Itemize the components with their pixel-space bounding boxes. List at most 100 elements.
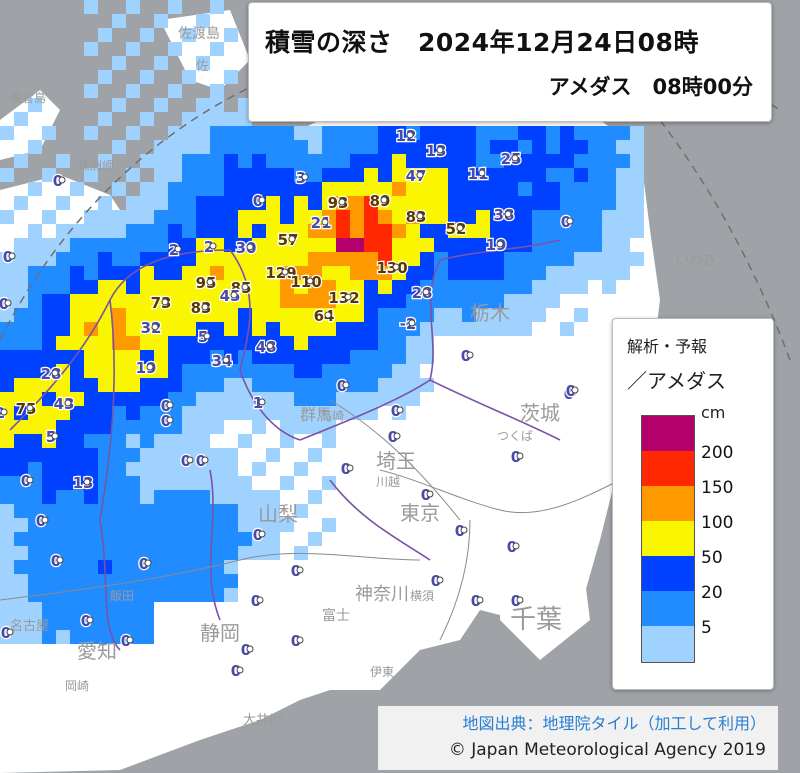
amedas-station[interactable]: 0 xyxy=(252,191,266,211)
amedas-station[interactable]: 30 xyxy=(234,238,257,259)
amedas-station[interactable]: 0 xyxy=(560,212,574,232)
amedas-station[interactable]: 43 xyxy=(52,394,75,415)
amedas-station[interactable]: 28 xyxy=(39,364,62,385)
amedas-marker xyxy=(51,369,59,377)
amedas-station[interactable]: 0 xyxy=(510,447,524,467)
snow-cell xyxy=(392,252,406,266)
snow-cell xyxy=(448,322,462,336)
amedas-station[interactable]: 93 xyxy=(326,193,349,214)
amedas-station[interactable]: 0 xyxy=(454,521,468,541)
amedas-station[interactable]: 5 xyxy=(45,427,59,447)
amedas-station[interactable]: 0 xyxy=(80,611,94,631)
amedas-station[interactable]: 19 xyxy=(484,235,507,256)
amedas-station[interactable]: 21 xyxy=(309,213,332,234)
snow-cell xyxy=(574,154,588,168)
amedas-station[interactable]: 0 xyxy=(120,631,134,651)
snow-cell xyxy=(0,546,14,560)
amedas-station[interactable]: 34 xyxy=(210,351,233,372)
snow-cell xyxy=(336,308,350,322)
amedas-station[interactable]: 0 xyxy=(470,591,484,611)
amedas-value: 30 xyxy=(236,239,257,257)
amedas-station[interactable]: 19 xyxy=(134,358,157,379)
snow-cell xyxy=(154,588,168,602)
amedas-station[interactable]: 28 xyxy=(410,283,433,304)
snow-cell xyxy=(196,336,210,350)
amedas-station[interactable]: 0 xyxy=(0,623,14,643)
amedas-station[interactable]: 0 xyxy=(460,346,474,366)
amedas-station[interactable]: 11 xyxy=(466,164,489,185)
amedas-station[interactable]: 0 xyxy=(0,294,12,314)
amedas-station[interactable]: 48 xyxy=(254,337,277,358)
amedas-station[interactable]: 0 xyxy=(430,571,444,591)
amedas-station[interactable]: 13 xyxy=(424,141,447,162)
amedas-station[interactable]: 0 xyxy=(50,551,64,571)
amedas-station[interactable]: 89 xyxy=(368,191,391,212)
amedas-station[interactable]: 52 xyxy=(444,219,467,240)
amedas-station[interactable]: 0 xyxy=(506,537,520,557)
amedas-station[interactable]: 0 xyxy=(52,171,66,191)
amedas-marker xyxy=(258,196,266,204)
amedas-station[interactable]: 3 xyxy=(295,168,309,188)
amedas-station[interactable]: 0 xyxy=(240,640,254,660)
amedas-station[interactable]: 0 xyxy=(230,661,244,681)
snow-cell xyxy=(126,392,140,406)
snow-cell xyxy=(0,476,14,490)
snow-cell xyxy=(238,182,252,196)
amedas-station[interactable]: 0 xyxy=(510,591,524,611)
amedas-station[interactable]: 0 xyxy=(290,561,304,581)
amedas-station[interactable]: 0 xyxy=(565,381,579,401)
amedas-station[interactable]: 12 xyxy=(394,126,417,147)
amedas-station[interactable]: 0 xyxy=(420,485,434,505)
amedas-station[interactable]: 0 xyxy=(138,554,152,574)
amedas-station[interactable]: 0 xyxy=(336,376,350,396)
amedas-station[interactable]: 0 xyxy=(160,396,174,416)
amedas-station[interactable]: 0 xyxy=(180,451,194,471)
amedas-station[interactable]: 47 xyxy=(404,166,427,187)
credit-panel: 地図出典：地理院タイル（加工して利用） © Japan Meteorologic… xyxy=(378,706,778,770)
amedas-station[interactable]: 13 xyxy=(71,473,94,494)
amedas-station[interactable]: 2 xyxy=(168,240,182,260)
amedas-station[interactable]: 0 xyxy=(387,427,401,447)
amedas-station[interactable]: 130 xyxy=(375,258,409,279)
snow-cell xyxy=(84,378,98,392)
amedas-station[interactable]: 83 xyxy=(189,298,212,319)
amedas-station[interactable]: 45 xyxy=(218,286,241,307)
amedas-station[interactable]: 2 xyxy=(0,403,8,423)
snow-cell xyxy=(154,364,168,378)
amedas-station[interactable]: 25 xyxy=(499,149,522,170)
snow-cell xyxy=(84,560,98,574)
snow-cell xyxy=(182,364,196,378)
amedas-station[interactable]: 2 xyxy=(203,237,217,257)
amedas-station[interactable]: 73 xyxy=(149,293,172,314)
amedas-station[interactable]: 110 xyxy=(289,272,323,293)
amedas-station[interactable]: 0 xyxy=(35,511,49,531)
amedas-station[interactable]: 129 xyxy=(264,263,298,284)
snow-cell xyxy=(168,294,182,308)
amedas-station[interactable]: 0 xyxy=(340,459,354,479)
map-source-link[interactable]: 地図出典：地理院タイル（加工して利用） xyxy=(462,714,766,733)
amedas-station[interactable]: 5 xyxy=(197,327,211,347)
snow-cell xyxy=(280,280,294,294)
amedas-station[interactable]: 0 xyxy=(160,411,174,431)
amedas-station[interactable]: 132 xyxy=(327,288,361,309)
amedas-station[interactable]: 0 xyxy=(195,451,209,471)
snow-cell xyxy=(322,434,336,448)
amedas-station[interactable]: 0 xyxy=(390,401,404,421)
amedas-station[interactable]: 0 xyxy=(2,247,16,267)
amedas-station[interactable]: 57 xyxy=(276,230,299,251)
amedas-station[interactable]: 38 xyxy=(492,205,515,226)
amedas-value: 0 xyxy=(291,562,301,580)
amedas-station[interactable]: 0 xyxy=(250,591,264,611)
amedas-station[interactable]: 0 xyxy=(290,631,304,651)
amedas-station[interactable]: 75 xyxy=(14,399,37,420)
amedas-station[interactable]: 95 xyxy=(194,273,217,294)
amedas-station[interactable]: -2 xyxy=(398,314,417,335)
amedas-station[interactable]: 0 xyxy=(252,525,266,545)
amedas-station[interactable]: 64 xyxy=(312,306,335,327)
snow-cell xyxy=(168,350,182,364)
amedas-station[interactable]: 32 xyxy=(139,318,162,339)
amedas-station[interactable]: 83 xyxy=(404,207,427,228)
amedas-station[interactable]: 1 xyxy=(252,393,266,413)
amedas-station[interactable]: 0 xyxy=(20,471,34,491)
